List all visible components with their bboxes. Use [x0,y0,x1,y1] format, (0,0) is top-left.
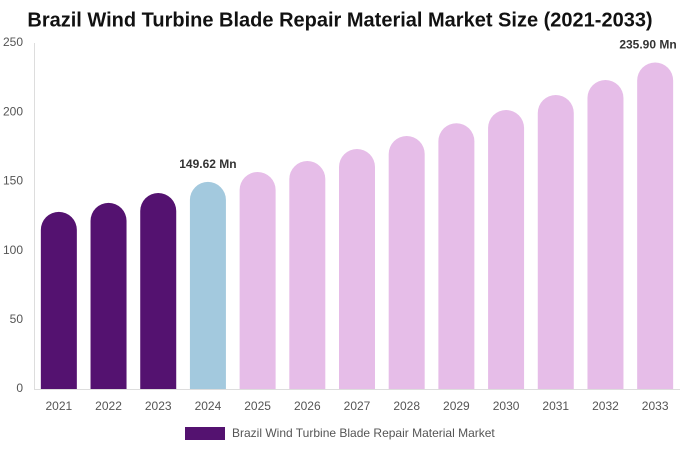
bar [339,149,375,389]
bar [40,211,77,389]
y-tick-label: 150 [3,174,23,188]
x-tick-label: 2029 [443,399,470,413]
x-tick-label: 2022 [95,399,122,413]
x-tick-label: 2030 [493,399,520,413]
x-tick-label: 2031 [542,399,569,413]
y-tick-label: 200 [3,104,23,118]
legend-swatch [185,427,225,440]
x-tick-label: 2028 [393,399,420,413]
y-tick-label: 0 [16,381,23,395]
bar [289,161,326,389]
bar [488,110,525,389]
value-label: 235.90 Mn [619,38,676,52]
bar [438,123,475,389]
x-tick-label: 2032 [592,399,619,413]
y-tick-label: 100 [3,243,23,257]
bar [637,62,674,389]
y-tick-label: 50 [10,312,24,326]
x-tick-label: 2033 [642,399,669,413]
x-tick-label: 2021 [45,399,72,413]
bar [587,79,624,390]
bar [239,171,276,389]
x-tick-label: 2023 [145,399,172,413]
bar [140,193,177,389]
x-tick-label: 2025 [244,399,271,413]
x-tick-label: 2027 [344,399,371,413]
chart-title: Brazil Wind Turbine Blade Repair Materia… [27,9,652,31]
bar [537,95,574,390]
bar [388,136,425,389]
legend-label: Brazil Wind Turbine Blade Repair Materia… [232,426,495,440]
bar [189,181,226,389]
bar [90,202,127,389]
value-label: 149.62 Mn [179,157,236,171]
y-tick-label: 250 [3,35,23,49]
x-tick-label: 2026 [294,399,321,413]
x-tick-label: 2024 [195,399,222,413]
